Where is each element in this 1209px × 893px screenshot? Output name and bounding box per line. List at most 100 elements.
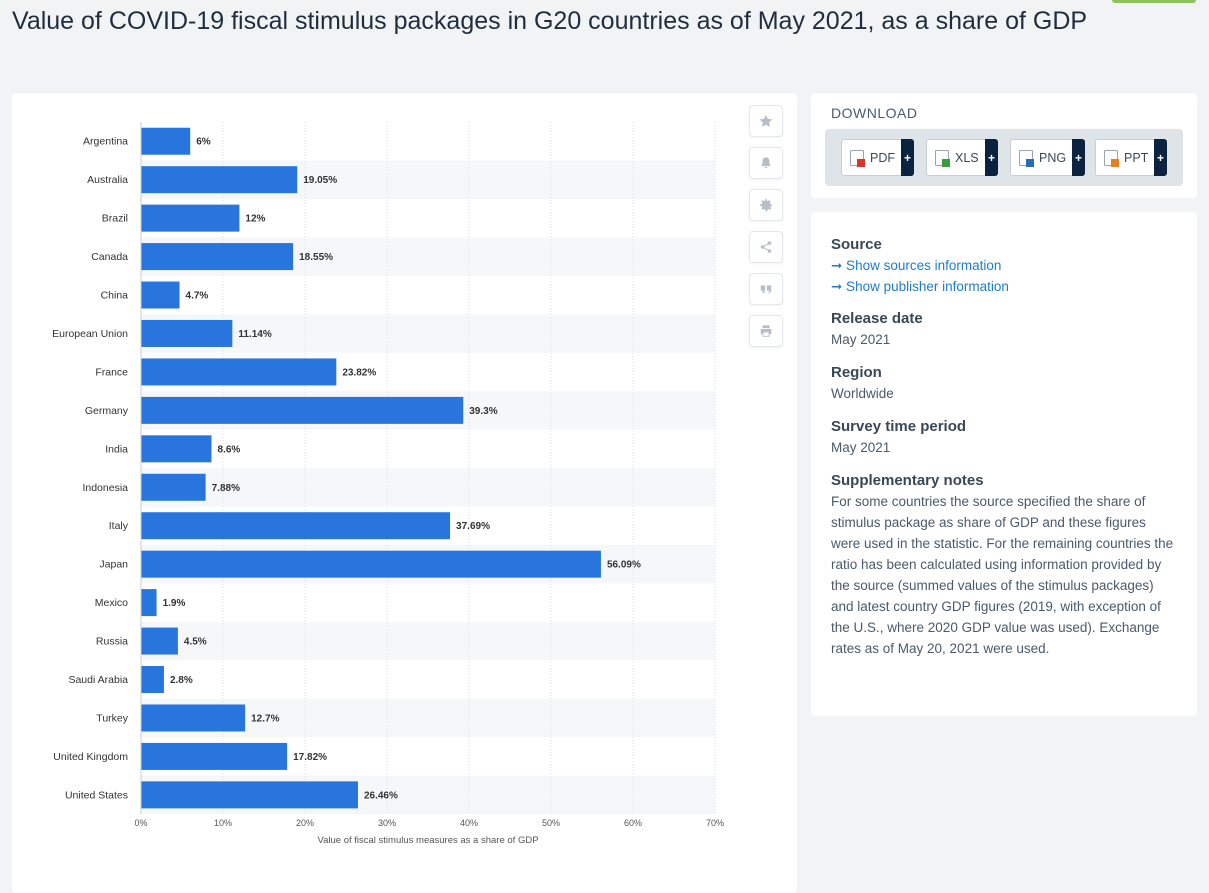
download-bar: PDF + XLS + PNG + PPT + bbox=[825, 129, 1183, 186]
region-value: Worldwide bbox=[831, 386, 894, 401]
data-label: 19.05% bbox=[303, 175, 337, 186]
x-tick-label: 10% bbox=[214, 818, 232, 828]
share-icon[interactable] bbox=[749, 231, 783, 263]
bar bbox=[141, 358, 337, 386]
download-title: DOWNLOAD bbox=[831, 105, 918, 121]
quote-icon[interactable] bbox=[749, 273, 783, 305]
x-tick-label: 30% bbox=[378, 818, 396, 828]
plus-icon: + bbox=[985, 139, 998, 176]
category-label: Saudi Arabia bbox=[68, 674, 128, 686]
x-tick-label: 20% bbox=[296, 818, 314, 828]
bar bbox=[141, 550, 601, 578]
bar bbox=[141, 473, 206, 501]
data-label: 12.7% bbox=[251, 713, 279, 724]
category-label: Mexico bbox=[95, 597, 128, 609]
survey-period-heading: Survey time period bbox=[831, 418, 967, 435]
show-publisher-link[interactable]: ➞ Show publisher information bbox=[831, 279, 1009, 294]
bar bbox=[141, 166, 298, 194]
bar bbox=[141, 396, 464, 424]
row-band bbox=[141, 314, 715, 353]
top-badge bbox=[1112, 0, 1196, 3]
chart-card: 0% 10% 20% 30% 40% 50% 60% 70% Argentina 6% Austra… bbox=[12, 93, 797, 893]
row-band bbox=[141, 621, 715, 661]
bar bbox=[141, 589, 157, 617]
data-label: 2.8% bbox=[170, 675, 193, 686]
data-label: 8.6% bbox=[218, 444, 241, 455]
data-label: 11.14% bbox=[238, 329, 271, 340]
data-label: 37.69% bbox=[456, 521, 490, 532]
category-label: European Union bbox=[52, 328, 128, 340]
download-xls-button[interactable]: XLS + bbox=[926, 139, 998, 176]
data-label: 56.09% bbox=[607, 560, 641, 571]
category-label: Brazil bbox=[102, 213, 128, 225]
category-label: Indonesia bbox=[82, 482, 128, 494]
xls-file-icon bbox=[935, 149, 950, 167]
region-heading: Region bbox=[831, 364, 882, 381]
category-label: Japan bbox=[99, 559, 128, 571]
bar bbox=[141, 127, 191, 155]
bar bbox=[141, 666, 164, 694]
plus-icon: + bbox=[1072, 139, 1085, 176]
data-label: 17.82% bbox=[293, 752, 327, 763]
row-band bbox=[141, 468, 715, 507]
data-label: 1.9% bbox=[163, 598, 186, 609]
bell-icon[interactable] bbox=[749, 147, 783, 179]
bar bbox=[141, 704, 246, 732]
download-pdf-label: PDF bbox=[870, 150, 895, 165]
category-label: Germany bbox=[85, 405, 129, 417]
page-title: Value of COVID-19 fiscal stimulus packag… bbox=[12, 7, 1088, 35]
pdf-file-icon bbox=[850, 149, 865, 167]
category-label: United Kingdom bbox=[53, 751, 128, 763]
bar bbox=[141, 319, 233, 347]
download-ppt-button[interactable]: PPT + bbox=[1095, 139, 1167, 176]
bar bbox=[141, 204, 240, 232]
data-label: 4.7% bbox=[186, 291, 209, 302]
star-icon[interactable] bbox=[749, 105, 783, 137]
download-card: DOWNLOAD PDF + XLS + PNG + PPT + bbox=[811, 93, 1197, 198]
data-label: 23.82% bbox=[342, 367, 376, 378]
print-icon[interactable] bbox=[749, 315, 783, 347]
category-label: United States bbox=[65, 789, 128, 801]
data-label: 4.5% bbox=[184, 637, 207, 648]
category-label: France bbox=[95, 366, 128, 378]
show-sources-link[interactable]: ➞ Show sources information bbox=[831, 258, 1002, 273]
download-png-button[interactable]: PNG + bbox=[1010, 139, 1085, 176]
category-label: Russia bbox=[96, 636, 128, 648]
png-file-icon bbox=[1019, 149, 1034, 167]
category-label: Australia bbox=[87, 174, 128, 186]
bar bbox=[141, 243, 294, 271]
download-xls-label: XLS bbox=[955, 150, 979, 165]
release-date-value: May 2021 bbox=[831, 332, 891, 347]
x-axis-title: Value of fiscal stimulus measures as a s… bbox=[317, 835, 538, 846]
x-tick-label: 40% bbox=[460, 818, 478, 828]
plus-icon: + bbox=[901, 139, 914, 176]
bar-chart: 0% 10% 20% 30% 40% 50% 60% 70% Argentina 6% Austra… bbox=[52, 122, 724, 846]
bar bbox=[141, 742, 288, 770]
x-tick-label: 70% bbox=[706, 818, 724, 828]
x-tick-label: 60% bbox=[624, 818, 642, 828]
supplementary-notes-text: For some countries the source specified … bbox=[831, 494, 1174, 656]
category-label: Argentina bbox=[83, 136, 128, 148]
source-heading: Source bbox=[831, 236, 882, 253]
survey-period-value: May 2021 bbox=[831, 440, 891, 455]
category-label: Italy bbox=[109, 520, 129, 532]
data-label: 39.3% bbox=[469, 406, 497, 417]
category-label: India bbox=[105, 443, 128, 455]
plus-icon: + bbox=[1154, 139, 1167, 176]
download-png-label: PNG bbox=[1039, 150, 1067, 165]
bar bbox=[141, 281, 180, 309]
info-card: Source ➞ Show sources information ➞ Show… bbox=[811, 212, 1197, 716]
data-label: 18.55% bbox=[299, 252, 333, 263]
x-tick-label: 50% bbox=[542, 818, 560, 828]
data-label: 6% bbox=[196, 137, 211, 148]
download-pdf-button[interactable]: PDF + bbox=[841, 139, 914, 176]
bar bbox=[141, 781, 358, 809]
data-label: 7.88% bbox=[212, 483, 240, 494]
bar bbox=[141, 627, 178, 655]
chart-toolbar bbox=[749, 105, 785, 357]
data-label: 26.46% bbox=[364, 790, 398, 801]
download-ppt-label: PPT bbox=[1124, 150, 1149, 165]
ppt-file-icon bbox=[1104, 149, 1119, 167]
gear-icon[interactable] bbox=[749, 189, 783, 221]
category-label: China bbox=[101, 290, 129, 302]
